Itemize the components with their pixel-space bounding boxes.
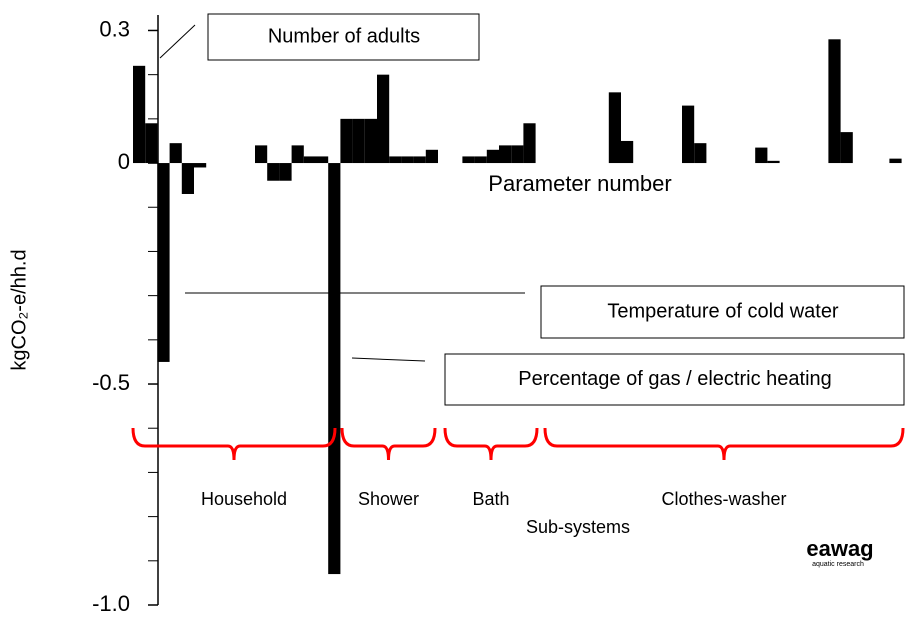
group-label: Shower [358, 489, 419, 509]
leader-line [159, 24, 196, 59]
y-tick-label: -0.5 [92, 370, 130, 395]
group-bracket [443, 427, 539, 461]
bar [389, 156, 402, 164]
annotation: Temperature of cold water [607, 300, 839, 322]
bar [889, 158, 902, 164]
bar [511, 145, 524, 164]
y-tick-label: -1.0 [92, 591, 130, 616]
group-bracket [543, 427, 905, 461]
bar [499, 145, 512, 164]
bar [328, 163, 341, 575]
bar [425, 149, 438, 164]
leader-line [351, 357, 426, 362]
group-label: Bath [472, 489, 509, 509]
bar [303, 156, 316, 164]
bar [413, 156, 426, 164]
bar [255, 145, 268, 164]
group-bracket [131, 427, 337, 461]
group-label: Household [201, 489, 287, 509]
bar [279, 163, 292, 181]
bar [486, 149, 499, 164]
bar [694, 143, 707, 164]
bar [364, 118, 377, 164]
bar [621, 140, 634, 164]
bar [682, 105, 695, 164]
logo: eawag [806, 536, 873, 561]
annotation-box [207, 13, 480, 61]
bar [755, 147, 768, 164]
bar [169, 143, 182, 164]
bar [291, 145, 304, 164]
bar [767, 160, 780, 164]
logo-sub: aquatic research [812, 561, 864, 568]
bar [267, 163, 280, 181]
bar [474, 156, 487, 164]
bar [133, 65, 146, 164]
group-label: Clothes-washer [661, 489, 786, 509]
bar [194, 163, 207, 168]
bar [181, 163, 194, 194]
bar [352, 118, 365, 164]
y-axis-label: kgCO₂-e/hh.d [8, 249, 30, 370]
groups-title: Sub-systems [526, 517, 630, 537]
bar [840, 132, 853, 164]
bar [316, 156, 329, 164]
y-tick-label: 0.3 [99, 16, 130, 41]
bar [157, 163, 170, 362]
annotation-box [444, 353, 905, 406]
bar [401, 156, 414, 164]
group-bracket [340, 427, 437, 461]
annotation: Number of adults [268, 25, 420, 47]
bar [608, 92, 621, 164]
bar [340, 118, 353, 164]
annotation: Percentage of gas / electric heating [518, 368, 832, 390]
y-tick-label: 0 [118, 149, 130, 174]
bar [462, 156, 475, 164]
bar [523, 123, 536, 164]
bar [828, 39, 841, 164]
bar [377, 74, 390, 164]
bar [145, 123, 158, 164]
annotation-box [540, 285, 905, 339]
x-axis-label: Parameter number [488, 171, 671, 196]
